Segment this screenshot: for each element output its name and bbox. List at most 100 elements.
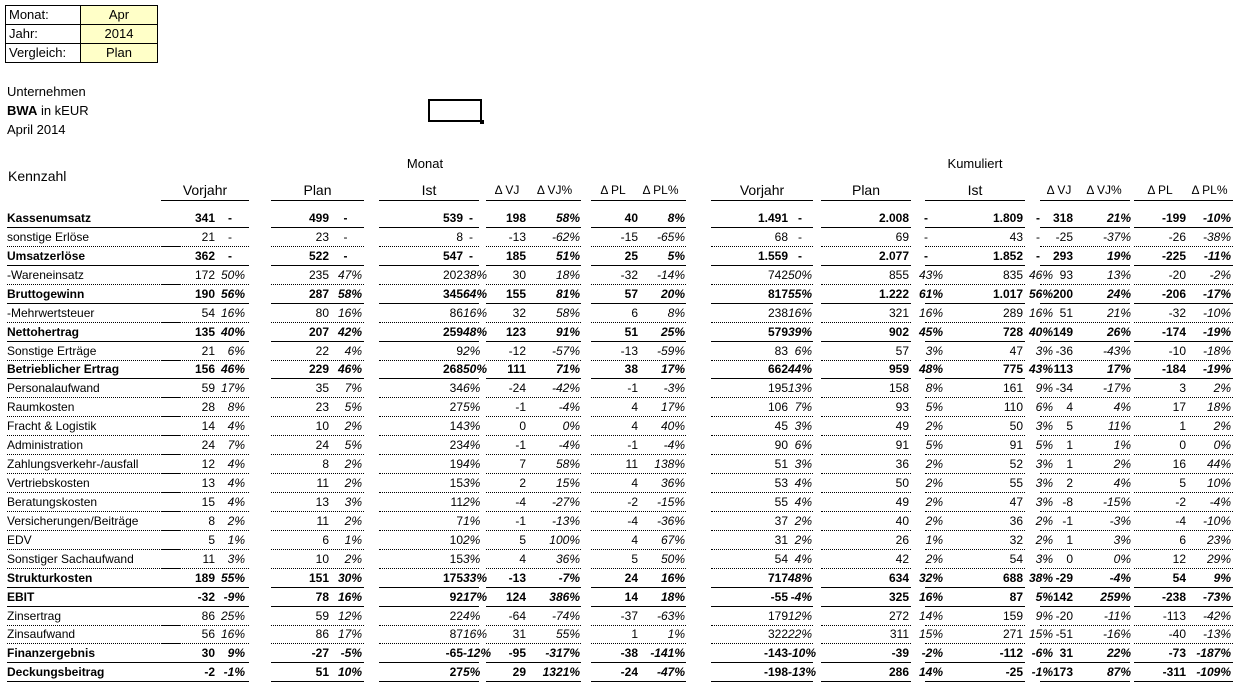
kumuliert-cell[interactable]: 1.491 (757, 211, 788, 225)
monat-cell[interactable]: 155 (505, 286, 526, 301)
kumuliert-cell[interactable]: 37 (774, 513, 788, 528)
monat-cell[interactable]: 156 (194, 362, 215, 377)
monat-cell[interactable]: -37 (620, 608, 638, 623)
kumuliert-cell[interactable]: 634 (888, 570, 909, 585)
kumuliert-cell[interactable]: 91 (895, 438, 909, 453)
monat-cell[interactable]: 50% (660, 551, 685, 566)
monat-cell[interactable]: -7% (558, 570, 580, 585)
monat-cell[interactable]: 17% (220, 381, 245, 396)
kumuliert-cell[interactable]: -8 (1062, 494, 1073, 509)
kumuliert-cell[interactable]: 2% (1035, 513, 1053, 528)
monat-cell[interactable]: 22 (315, 343, 329, 358)
kumuliert-cell[interactable]: -10% (1202, 211, 1231, 225)
monat-cell[interactable]: 17% (660, 362, 685, 377)
monat-cell[interactable]: 31 (512, 627, 526, 642)
kumuliert-cell[interactable]: -225 (1161, 248, 1186, 263)
row-label[interactable]: EDV (7, 532, 32, 547)
kumuliert-cell[interactable]: 238 (767, 305, 788, 320)
monat-cell[interactable]: 10% (337, 665, 362, 680)
kumuliert-cell[interactable]: 0 (1066, 551, 1073, 566)
kumuliert-cell[interactable]: -26 (1168, 229, 1186, 244)
monat-cell[interactable]: 18% (660, 589, 685, 604)
monat-cell[interactable]: -65 (445, 646, 463, 661)
monat-cell[interactable]: 59 (315, 608, 329, 623)
monat-cell[interactable]: -36% (656, 513, 685, 528)
kumuliert-cell[interactable]: 91 (1009, 438, 1023, 453)
monat-cell[interactable]: -74% (551, 608, 580, 623)
kumuliert-cell[interactable]: -112 (999, 646, 1023, 661)
kumuliert-cell[interactable]: 16% (918, 305, 943, 320)
monat-cell[interactable]: 30% (337, 570, 362, 585)
kumuliert-cell[interactable]: -311 (1162, 665, 1186, 680)
kumuliert-cell[interactable]: 2 (1066, 476, 1073, 491)
monat-cell[interactable]: -4% (663, 438, 685, 453)
kumuliert-cell[interactable]: -19% (1202, 324, 1231, 339)
monat-cell[interactable]: 2% (344, 419, 362, 434)
kumuliert-cell[interactable]: -51 (1055, 627, 1073, 642)
monat-cell[interactable]: 25 (624, 248, 638, 263)
monat-cell[interactable]: 54 (201, 305, 215, 320)
monat-cell[interactable]: -59% (656, 343, 685, 358)
kumuliert-cell[interactable]: 3% (794, 419, 812, 434)
monat-cell[interactable]: -141% (650, 646, 685, 661)
kumuliert-cell[interactable]: -25 (1055, 229, 1073, 244)
kumuliert-cell[interactable]: - (924, 211, 928, 225)
kumuliert-cell[interactable]: -38% (1202, 229, 1231, 244)
monat-cell[interactable]: 5 (208, 532, 215, 547)
kumuliert-cell[interactable]: -2% (921, 646, 943, 661)
monat-cell[interactable]: 71% (555, 362, 580, 377)
monat-cell[interactable]: 19 (449, 457, 463, 472)
kumuliert-cell[interactable]: 31 (774, 532, 788, 547)
kumuliert-cell[interactable]: 2% (925, 457, 943, 472)
kumuliert-cell[interactable]: 2% (794, 513, 812, 528)
monat-cell[interactable]: 51 (315, 665, 329, 680)
row-label[interactable]: Bruttogewinn (7, 286, 85, 301)
kumuliert-cell[interactable]: 1 (1066, 457, 1073, 472)
monat-cell[interactable]: 268 (442, 362, 463, 377)
kumuliert-cell[interactable]: 32% (918, 570, 943, 585)
kumuliert-cell[interactable]: -10% (1202, 305, 1231, 320)
kumuliert-cell[interactable]: -17% (1102, 381, 1131, 396)
monat-cell[interactable]: -24 (620, 665, 638, 680)
monat-cell[interactable]: 16% (660, 570, 685, 585)
monat-cell[interactable]: 18% (555, 267, 580, 282)
monat-cell[interactable]: -15% (656, 494, 685, 509)
monat-cell[interactable]: 15 (449, 476, 463, 491)
monat-cell[interactable]: - (469, 211, 473, 225)
kumuliert-cell[interactable]: 19% (1106, 248, 1131, 263)
monat-cell[interactable]: 499 (308, 211, 329, 225)
monat-cell[interactable]: -1 (627, 381, 638, 396)
monat-cell[interactable]: 4% (227, 457, 245, 472)
monat-cell[interactable]: 78 (315, 589, 329, 604)
row-label[interactable]: Umsatzerlöse (7, 248, 86, 263)
kumuliert-cell[interactable]: - (798, 211, 802, 225)
monat-cell[interactable]: 189 (194, 570, 215, 585)
monat-cell[interactable]: 7 (456, 513, 463, 528)
kumuliert-cell[interactable]: 36 (1009, 513, 1023, 528)
monat-cell[interactable]: 235 (308, 267, 329, 282)
monat-cell[interactable]: 202 (442, 267, 463, 282)
kumuliert-cell[interactable]: 32 (1009, 532, 1023, 547)
kumuliert-cell[interactable]: 1% (925, 532, 943, 547)
monat-cell[interactable]: 16% (337, 589, 362, 604)
row-label[interactable]: Personalaufwand (7, 381, 100, 396)
kumuliert-cell[interactable]: 2% (925, 494, 943, 509)
monat-cell[interactable]: 15 (201, 494, 215, 509)
monat-cell[interactable]: 1% (463, 513, 481, 528)
monat-cell[interactable]: 4% (463, 438, 481, 453)
kumuliert-cell[interactable]: -29 (1055, 570, 1073, 585)
monat-cell[interactable]: -24 (508, 381, 526, 396)
kumuliert-cell[interactable]: -18% (1202, 343, 1231, 358)
monat-cell[interactable]: - (343, 211, 348, 225)
kumuliert-cell[interactable]: 322 (767, 627, 788, 642)
kumuliert-cell[interactable]: 0% (1113, 551, 1131, 566)
kumuliert-cell[interactable]: 200 (1052, 286, 1073, 301)
monat-cell[interactable]: 522 (308, 248, 329, 263)
kumuliert-cell[interactable]: - (798, 248, 802, 263)
monat-cell[interactable]: -62% (551, 229, 580, 244)
kumuliert-cell[interactable]: 38% (1028, 570, 1053, 585)
kumuliert-cell[interactable]: 2.077 (878, 248, 909, 263)
kumuliert-cell[interactable]: 9% (1035, 608, 1053, 623)
monat-cell[interactable]: 6 (631, 305, 638, 320)
row-label[interactable]: Sonstige Erträge (7, 343, 97, 358)
